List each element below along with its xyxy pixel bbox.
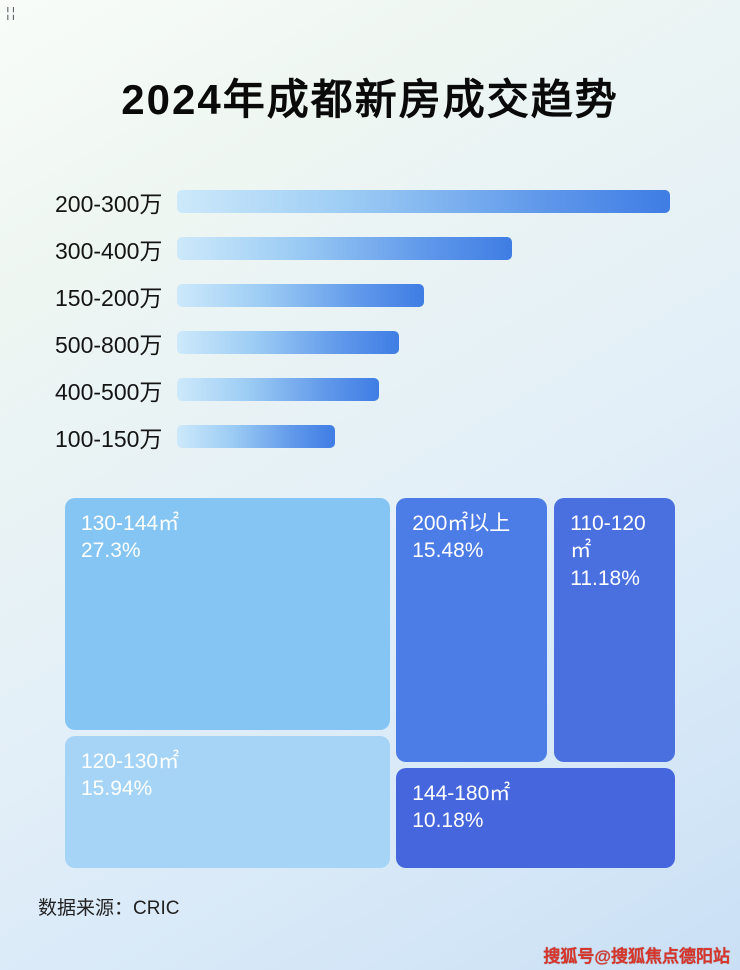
- treemap-cell-label: 110-120㎡: [570, 512, 646, 563]
- bar-track: [177, 190, 670, 213]
- bar-fill: [177, 190, 670, 213]
- bar-track: [177, 237, 670, 260]
- bar-category-label: 300-400万: [55, 237, 163, 264]
- bar-category-label: 100-150万: [55, 425, 163, 452]
- bar-fill: [177, 331, 399, 354]
- treemap-cell-value: 27.3%: [81, 539, 141, 563]
- bar-category-label: 500-800万: [55, 331, 163, 358]
- bar-fill: [177, 378, 380, 401]
- bar-category-label: 200-300万: [55, 190, 163, 217]
- bar-track: [177, 378, 670, 401]
- bar-track: [177, 284, 670, 307]
- treemap-cell-value: 11.18%: [570, 566, 640, 590]
- bar-row: 100-150万: [55, 413, 670, 460]
- bar-track: [177, 331, 670, 354]
- treemap-cell: 200㎡以上 15.48%: [396, 498, 548, 763]
- treemap-cell-label: 200㎡以上: [412, 512, 511, 535]
- bar-fill: [177, 284, 424, 307]
- bar-row: 300-400万: [55, 225, 670, 272]
- treemap-cell-label: 120-130㎡: [81, 749, 180, 773]
- data-source-label: 数据来源：CRIC: [38, 898, 180, 919]
- treemap-cell-value: 15.94%: [81, 777, 153, 801]
- treemap-cell: 130-144㎡ 27.3%: [65, 498, 391, 730]
- corner-mark: ¦¦: [6, 4, 18, 20]
- page-title: 2024年成都新房成交趋势: [121, 76, 619, 124]
- watermark: 搜狐号@搜狐焦点德阳站: [543, 947, 730, 966]
- treemap-cell-label: 144-180㎡: [412, 782, 511, 806]
- treemap-cell-value: 10.18%: [412, 809, 484, 833]
- bar-row: 200-300万: [55, 178, 670, 225]
- bar-row: 500-800万: [55, 319, 670, 366]
- treemap-cell: 144-180㎡ 10.18%: [396, 768, 675, 868]
- treemap-cell-value: 15.48%: [412, 539, 484, 563]
- bar-category-label: 400-500万: [55, 378, 163, 405]
- bar-category-label: 150-200万: [55, 284, 163, 311]
- bar-fill: [177, 425, 335, 448]
- treemap-chart: 130-144㎡ 27.3% 120-130㎡ 15.94% 200㎡以上 15.48% 1…: [65, 498, 675, 868]
- bar-track: [177, 425, 670, 448]
- bar-row: 400-500万: [55, 366, 670, 413]
- treemap-cell: 120-130㎡ 15.94%: [65, 735, 391, 868]
- bar-chart: 200-300万 300-400万 150-200万 500-800万 400-500万…: [55, 178, 670, 460]
- treemap-cell: 110-120㎡ 11.18%: [554, 498, 675, 763]
- bar-fill: [177, 237, 513, 260]
- bar-row: 150-200万: [55, 272, 670, 319]
- treemap-cell-label: 130-144㎡: [81, 512, 180, 535]
